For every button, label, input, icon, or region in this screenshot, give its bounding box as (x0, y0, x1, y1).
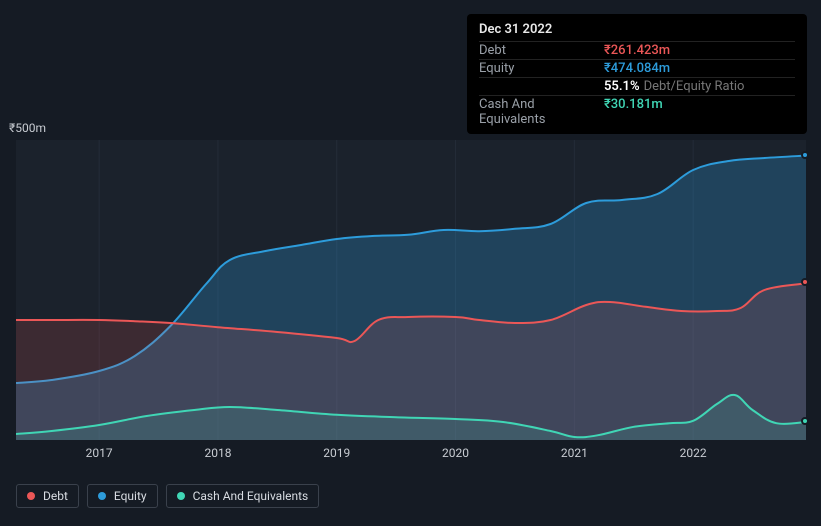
legend-dot-icon (27, 492, 35, 500)
x-tick: 2022 (680, 446, 707, 460)
legend-dot-icon (177, 492, 185, 500)
x-tick: 2021 (561, 446, 588, 460)
x-tick: 2017 (86, 446, 113, 460)
legend-label: Debt (43, 489, 68, 503)
tooltip-value: ₹261.423m (604, 43, 670, 58)
tooltip-row-equity: Equity ₹474.084m (479, 59, 795, 77)
tooltip-ratio-value: 55.1% (604, 79, 640, 94)
legend-label: Cash And Equivalents (193, 489, 309, 503)
cash-end-marker (801, 417, 809, 425)
legend: Debt Equity Cash And Equivalents (16, 484, 319, 508)
equity-end-marker (801, 151, 809, 159)
legend-item-equity[interactable]: Equity (87, 484, 158, 508)
tooltip-value: ₹30.181m (604, 97, 663, 112)
tooltip-row-ratio: 55.1% Debt/Equity Ratio (479, 77, 795, 95)
legend-dot-icon (98, 492, 106, 500)
tooltip-label: Debt (479, 43, 604, 58)
y-tick-max: ₹500m (6, 121, 46, 135)
x-tick: 2018 (204, 446, 231, 460)
tooltip-row-debt: Debt ₹261.423m (479, 41, 795, 59)
plot-area[interactable] (16, 140, 806, 440)
data-tooltip: Dec 31 2022 Debt ₹261.423m Equity ₹474.0… (467, 14, 807, 134)
x-axis: 2017 2018 2019 2020 2021 2022 (16, 446, 806, 466)
tooltip-value: ₹474.084m (604, 61, 670, 76)
chart-container: Dec 31 2022 Debt ₹261.423m Equity ₹474.0… (0, 0, 821, 526)
chart-area: ₹500m ₹0 201720182019202020212022 (16, 120, 806, 480)
legend-item-debt[interactable]: Debt (16, 484, 79, 508)
tooltip-date: Dec 31 2022 (479, 22, 795, 41)
legend-item-cash[interactable]: Cash And Equivalents (166, 484, 320, 508)
debt-end-marker (801, 278, 809, 286)
legend-label: Equity (114, 489, 147, 503)
x-tick: 2019 (323, 446, 350, 460)
tooltip-label: Equity (479, 61, 604, 76)
area-chart-svg (16, 140, 806, 440)
tooltip-ratio-label: Debt/Equity Ratio (644, 79, 745, 94)
x-tick: 2020 (442, 446, 469, 460)
